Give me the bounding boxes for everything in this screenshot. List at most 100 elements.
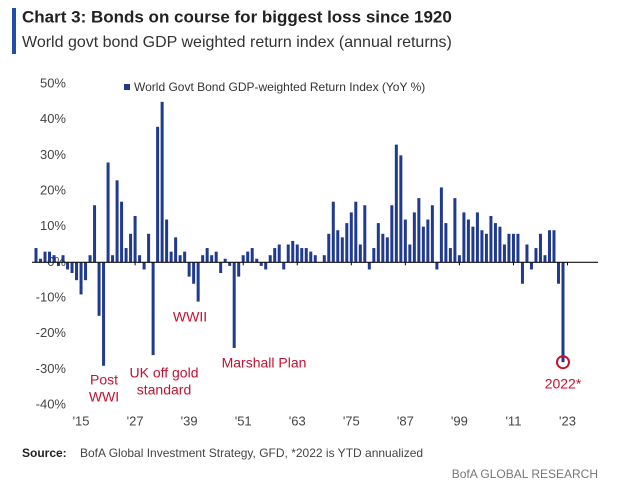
x-tick-label: '15 [73,413,90,428]
bar [300,248,304,263]
y-tick-label: 40% [40,111,66,126]
y-tick-label: -20% [36,325,67,340]
bar [511,233,515,263]
bar [214,251,218,263]
bar [48,251,52,263]
bar [309,251,313,263]
title-accent [12,8,16,54]
bar [358,244,362,263]
y-tick-label: 30% [40,147,66,162]
bar [84,262,88,281]
x-tick-label: '99 [451,413,468,428]
bar [124,248,128,263]
bar [457,255,461,263]
bar [552,230,556,263]
bar [228,262,232,266]
bar [385,237,389,263]
bar [484,233,488,263]
x-tick-label: '51 [235,413,252,428]
bar [331,201,335,263]
bar [529,262,533,270]
bar [349,212,353,263]
bar [273,248,277,263]
bar [304,248,308,263]
bar [417,198,421,263]
bar [489,215,493,263]
annotation: Post [90,372,118,388]
bar [210,255,214,263]
bar [313,255,317,263]
bar [57,262,61,266]
bar [336,230,340,263]
bar [129,233,133,263]
bar [178,255,182,263]
bar [115,180,119,263]
bar [277,244,281,263]
bar [534,248,538,263]
bar [430,205,434,263]
bar [66,262,70,270]
bar [147,233,151,263]
x-tick-label: '27 [127,413,144,428]
y-tick-label: -10% [36,289,67,304]
bar [70,262,74,274]
y-tick-label: -40% [36,396,67,411]
legend-label: World Govt Bond GDP-weighted Return Inde… [134,80,425,94]
annotation: Marshall Plan [222,355,307,371]
y-tick-label: 50% [40,75,66,90]
bar [363,205,367,263]
bar [75,262,79,281]
bar [525,244,529,263]
bar [291,240,295,263]
bar [255,258,259,263]
bar [547,230,551,263]
source-text: BofA Global Investment Strategy, GFD, *2… [80,446,423,460]
bar [408,244,412,263]
bar [448,248,452,263]
bar [165,219,169,263]
bar [480,230,484,263]
bar [435,262,439,270]
bar [376,223,380,263]
x-tick-label: '75 [343,413,360,428]
bar [399,155,403,263]
bar [43,251,47,263]
bar [79,262,83,295]
annotation: WWI [89,389,119,405]
annotation: WWII [173,309,207,325]
bar [412,212,416,263]
bar [232,262,236,348]
bar [138,255,142,263]
bar [322,255,326,263]
bar [111,255,115,263]
bar [88,255,92,263]
bar [466,219,470,263]
x-tick-label: '63 [289,413,306,428]
bar [205,248,209,263]
bar [93,205,97,263]
y-tick-label: 20% [40,182,66,197]
bar [367,262,371,270]
bar [264,262,268,270]
y-tick-label: 10% [40,218,66,233]
bar [516,233,520,263]
bar [97,262,101,316]
bar [561,262,565,363]
bar [237,262,241,277]
annotation: standard [137,382,191,398]
bar [471,226,475,263]
bar [426,219,430,263]
bar [475,212,479,263]
bar [403,219,407,263]
bar [187,262,191,277]
x-tick-label: '87 [397,413,414,428]
bar [381,233,385,263]
bar [394,144,398,263]
bar [390,205,394,263]
bar [462,212,466,263]
bar [421,226,425,263]
bar [223,258,227,263]
x-tick-label: '23 [559,413,576,428]
bar [133,215,137,263]
